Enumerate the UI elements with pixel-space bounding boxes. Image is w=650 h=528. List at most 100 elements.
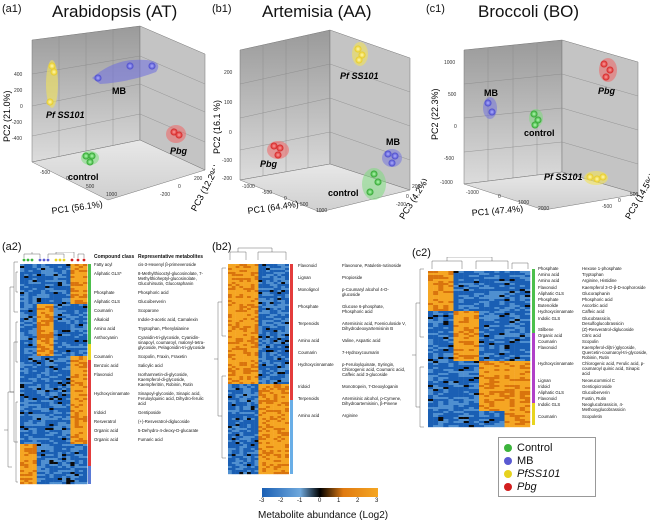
compound-class: Lignan xyxy=(538,377,551,383)
representative-metabolites: Propioside xyxy=(342,275,363,280)
axis-label-b1-pc2: PC2 (16.1 %) xyxy=(212,100,222,154)
tick-b1-pc2: -100 xyxy=(222,158,232,164)
tick-b1-pc2: 200 xyxy=(224,70,233,76)
representative-metabolites: Glucoraphanin xyxy=(582,290,610,296)
tick-b1-pc2: 0 xyxy=(229,130,232,136)
table-header: Compound class Representative metabolite… xyxy=(94,254,210,260)
compound-class: Iridoid xyxy=(298,384,310,389)
representative-metabolites: Artemisinic alcohol, p-Cymene, Dihydroar… xyxy=(342,396,402,406)
axis-label-c1-pc2: PC2 (22.3%) xyxy=(430,88,440,140)
compound-class: Hydroxycinnamate xyxy=(538,361,574,367)
tick-c1-pc3: 500 xyxy=(630,192,639,198)
table-row: Phosphate Glucose 6-phosphate, Phosphoric… xyxy=(298,304,406,314)
representative-metabolites: Gentiposide xyxy=(138,410,161,415)
table-row: Benzoic acid Salicylic acid xyxy=(94,363,210,368)
compound-class: Terpenoids xyxy=(298,396,320,401)
class-bar-yellow xyxy=(88,344,91,360)
tick-a1-pc2: 0 xyxy=(20,104,23,110)
compound-class: Flavonoid xyxy=(538,284,557,290)
table-row: Coumarin Scopolin xyxy=(538,339,648,344)
pca-side-wall xyxy=(329,29,411,191)
point-mb xyxy=(126,62,134,70)
representative-metabolites: Fumaric acid xyxy=(138,437,163,442)
representative-metabolites: Ascorbic acid xyxy=(582,303,608,309)
compound-class: Anthocyanin xyxy=(94,335,118,340)
compound-table-b2: Flavonoid Flavonone, Patuletin-rutinoside… xyxy=(298,263,406,425)
representative-metabolites: Citric acid xyxy=(582,332,601,338)
point-pf xyxy=(593,175,601,183)
point-control xyxy=(88,152,96,160)
representative-metabolites: Tryptophan, Phenylalanine xyxy=(138,326,189,331)
legend-label: Pbg xyxy=(517,480,537,493)
heatmap-a2 xyxy=(4,252,91,485)
compound-class: Terpenoids xyxy=(298,321,320,326)
point-mb xyxy=(484,99,492,107)
tick-c1-pc1: 0 xyxy=(498,194,501,200)
representative-metabolites: Scoparone xyxy=(138,308,159,313)
legend-item-pbg: Pbg xyxy=(504,480,590,493)
pca-floor xyxy=(239,163,411,213)
representative-metabolites: Glucoiberverin xyxy=(138,299,166,304)
representative-metabolites: Tryptophan xyxy=(582,272,604,278)
tick-b1-pc1: -1000 xyxy=(242,184,255,190)
header-representative-metabolites: Representative metabolites xyxy=(138,254,204,260)
compound-class: Coumarin xyxy=(94,354,113,359)
table-row: Hydroxycinnamate p-Feruloylquinate, Syrin… xyxy=(298,362,406,377)
point-pf xyxy=(355,56,363,64)
table-row: Coumarin Scoparone xyxy=(94,308,210,313)
tick-c1-pc2: 500 xyxy=(448,92,457,98)
row-dendrogram xyxy=(4,261,18,483)
group-label-pf: Pf SS101 xyxy=(46,110,85,120)
tick-a1-pc1: 0 xyxy=(66,176,69,182)
point-pbg xyxy=(606,66,614,74)
point-control xyxy=(531,121,539,129)
tick-a1-pc1: 1000 xyxy=(106,192,117,198)
tick-a1-pc3: 200 xyxy=(194,176,203,182)
table-row: Iridoid Gentiposide xyxy=(94,410,210,415)
compound-class: Resveratrol xyxy=(94,419,116,424)
heatmap-cells xyxy=(428,271,531,428)
tick-a1-pc3: 0 xyxy=(178,184,181,190)
cluster-mb-a1 xyxy=(92,59,159,84)
representative-metabolites: Flavonone, Patuletin-rutinoside xyxy=(342,263,402,268)
tick-b1-pc1: 1000 xyxy=(316,208,327,214)
table-row: Fatty acyl cis-3-Hexenyl β-primeveroside xyxy=(94,262,210,267)
compound-class: Phosphate xyxy=(94,290,115,295)
compound-class: Iridoid xyxy=(538,383,550,389)
point-pf xyxy=(586,173,594,181)
legend-swatch xyxy=(504,482,512,491)
colorbar-tick: 1 xyxy=(337,498,341,504)
representative-metabolites: Scopolin xyxy=(582,339,599,345)
compound-class: Flavonoid xyxy=(538,345,557,351)
point-mb xyxy=(384,150,392,158)
legend-label: Control xyxy=(517,441,553,454)
tick-a1-pc2: -400 xyxy=(12,136,22,142)
panel-label-c1: (c1) xyxy=(426,3,445,15)
compound-class: Aliphatic GLS* xyxy=(94,271,122,276)
group-label-pbg: Pbg xyxy=(598,86,616,96)
point-pf xyxy=(46,98,54,106)
tick-c1-pc2: -500 xyxy=(444,156,454,162)
group-label-pf: Pf SS101 xyxy=(544,172,583,182)
tick-c1-pc3: 0 xyxy=(618,198,621,204)
compound-class: Lignan xyxy=(298,275,311,280)
table-row: Hydroxycinnamate Caffeic acid xyxy=(538,309,648,314)
table-row: Organic acid Citric acid xyxy=(538,333,648,338)
class-bar-purple xyxy=(532,333,535,403)
table-row: Lignan Propioside xyxy=(298,275,406,280)
colorbar-tick: 3 xyxy=(375,498,379,504)
point-mb xyxy=(488,108,496,116)
tick-c1-pc2: 1000 xyxy=(444,60,455,66)
class-bar-yellow xyxy=(532,403,535,425)
table-row: Hydroxycinnamate Sinapoyl-glycoside, Sina… xyxy=(94,391,210,406)
table-row: Amino acid Tryptophan, Phenylalanine xyxy=(94,326,210,331)
representative-metabolites: Salicylic acid xyxy=(138,363,163,368)
pca-back-wall xyxy=(239,29,331,181)
table-row: Amino acid Valine, Aspartic acid xyxy=(298,338,406,343)
compound-class: Hydroxycinnamate xyxy=(298,362,334,367)
compound-class: Coumarin xyxy=(538,413,557,419)
title-b1: Artemisia (AA) xyxy=(262,2,372,21)
tick-b1-pc1: 500 xyxy=(300,202,309,208)
compound-class: Monolignol xyxy=(298,287,319,292)
representative-metabolites: Scopoletin xyxy=(582,413,603,419)
